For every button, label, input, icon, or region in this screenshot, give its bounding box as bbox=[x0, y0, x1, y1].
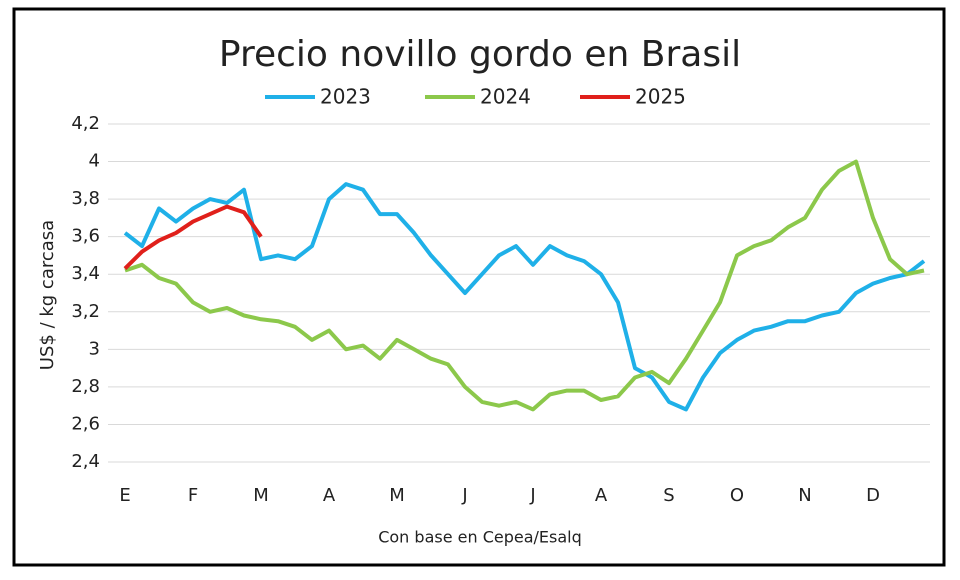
chart-title: Precio novillo gordo en Brasil bbox=[219, 34, 741, 75]
x-tick-label: F bbox=[188, 485, 198, 506]
x-tick-label: D bbox=[866, 485, 880, 506]
y-tick-label: 2,8 bbox=[71, 376, 100, 397]
x-tick-label: O bbox=[730, 485, 744, 506]
line-series bbox=[123, 182, 926, 412]
y-tick-label: 3,4 bbox=[71, 263, 100, 284]
y-tick-label: 3,6 bbox=[71, 226, 100, 247]
y-tick-label: 2,6 bbox=[71, 413, 100, 434]
source-note: Con base en Cepea/Esalq bbox=[378, 528, 582, 547]
x-tick-label: E bbox=[119, 485, 130, 506]
line-series bbox=[124, 159, 925, 412]
chart-frame bbox=[12, 7, 946, 567]
y-tick-label: 4,2 bbox=[71, 113, 100, 134]
y-tick-label: 2,4 bbox=[71, 451, 100, 472]
y-axis-label: US$ / kg carcasa bbox=[37, 220, 58, 370]
x-tick-label: A bbox=[323, 485, 336, 506]
x-tick-label: J bbox=[529, 485, 535, 506]
x-tick-label: A bbox=[595, 485, 608, 506]
legend-label: 2023 bbox=[320, 85, 371, 109]
y-tick-label: 3,8 bbox=[71, 188, 100, 209]
legend-label: 2024 bbox=[480, 85, 531, 109]
y-tick-label: 3 bbox=[89, 338, 100, 359]
x-tick-label: J bbox=[461, 485, 467, 506]
y-tick-label: 3,2 bbox=[71, 301, 100, 322]
x-tick-label: N bbox=[798, 485, 811, 506]
legend-label: 2025 bbox=[635, 85, 686, 109]
x-tick-label: S bbox=[663, 485, 674, 506]
line-series bbox=[123, 204, 263, 271]
y-tick-label: 4 bbox=[89, 151, 100, 172]
x-tick-label: M bbox=[253, 485, 269, 506]
x-tick-label: M bbox=[389, 485, 405, 506]
